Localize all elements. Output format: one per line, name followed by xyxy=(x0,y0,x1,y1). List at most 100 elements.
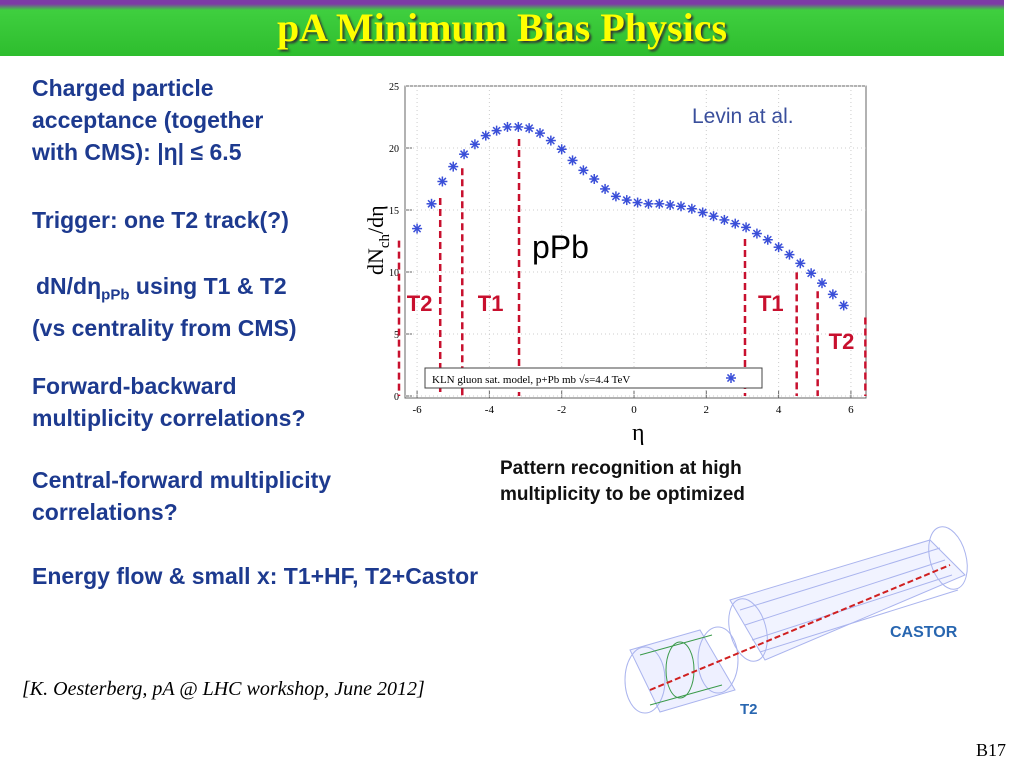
data-point xyxy=(567,155,578,166)
detector-label: CASTOR xyxy=(890,624,958,641)
x-tick-label: -6 xyxy=(412,404,422,416)
data-point xyxy=(838,300,849,311)
data-point xyxy=(632,197,643,208)
data-point xyxy=(817,278,827,289)
data-point xyxy=(480,130,491,141)
star-stroke xyxy=(731,219,740,228)
star-stroke xyxy=(644,199,653,208)
data-point xyxy=(513,121,524,132)
line: (vs centrality from CMS) xyxy=(32,314,297,341)
data-point xyxy=(535,128,545,139)
region-label: T1 xyxy=(758,291,784,316)
data-point xyxy=(412,223,423,234)
star-stroke xyxy=(449,162,458,171)
data-point xyxy=(827,289,838,300)
bullet: Central-forward multiplicity correlations… xyxy=(32,464,331,528)
star-stroke xyxy=(568,156,577,165)
data-point xyxy=(545,135,556,146)
citation: [K. Oesterberg, pA @ LHC workshop, June … xyxy=(22,678,425,700)
star-stroke xyxy=(557,145,566,154)
data-point xyxy=(426,198,437,209)
star-stroke xyxy=(763,235,772,244)
data-point xyxy=(610,191,621,202)
line: Trigger: one T2 track(?) xyxy=(32,207,289,233)
star-stroke xyxy=(601,184,610,193)
star-stroke xyxy=(460,150,469,159)
star-stroke xyxy=(752,229,761,238)
star-stroke xyxy=(535,129,545,138)
y-label-part: ch xyxy=(377,233,393,248)
star-stroke xyxy=(413,224,422,233)
data-point xyxy=(643,198,654,209)
legend-text: KLN gluon sat. model, p+Pb mb √s=4.4 TeV xyxy=(432,374,630,386)
x-tick-label: -2 xyxy=(557,404,566,416)
region-label: T2 xyxy=(407,291,433,316)
y-tick-label: 5 xyxy=(394,330,399,341)
data-point xyxy=(686,203,697,214)
star-stroke xyxy=(807,269,816,278)
page-number: B17 xyxy=(976,740,1007,760)
data-point xyxy=(795,258,806,269)
star-stroke xyxy=(590,174,599,184)
annotation: pPb xyxy=(532,229,589,265)
data-point xyxy=(524,123,535,134)
region-label: T2 xyxy=(829,329,855,354)
title-bar xyxy=(0,0,1004,56)
line: dN/dη xyxy=(36,273,102,299)
x-tick-label: 2 xyxy=(704,404,710,416)
data-point xyxy=(676,201,686,212)
data-point xyxy=(697,207,708,218)
star-stroke xyxy=(579,166,588,175)
y-tick-label: 15 xyxy=(389,206,399,217)
plot-frame xyxy=(404,85,867,399)
star-stroke xyxy=(525,124,534,133)
line: Energy flow & small x: T1+HF, T2+Castor xyxy=(32,563,479,589)
star-stroke xyxy=(546,136,555,145)
data-point xyxy=(654,198,665,209)
star-stroke xyxy=(633,198,642,207)
data-point xyxy=(459,149,470,160)
star-stroke xyxy=(828,290,837,299)
star-stroke xyxy=(611,192,620,201)
line: acceptance (together xyxy=(32,107,264,133)
star-stroke xyxy=(666,200,675,210)
detector xyxy=(624,526,968,714)
star-stroke xyxy=(774,243,783,252)
data-point xyxy=(578,165,589,176)
star-stroke xyxy=(492,126,501,135)
data-point xyxy=(469,139,480,150)
annotation: Levin at al. xyxy=(692,105,794,128)
y-tick-label: 20 xyxy=(389,144,399,155)
line: Pattern recognition at high xyxy=(500,458,742,479)
star-stroke xyxy=(438,177,447,186)
star-stroke xyxy=(785,250,794,259)
x-tick-label: 4 xyxy=(776,404,782,416)
slide-title: pA Minimum Bias Physics xyxy=(276,5,728,50)
detector-label: T2 xyxy=(740,701,758,718)
data-point xyxy=(784,249,795,260)
data-point xyxy=(556,144,567,155)
data-point xyxy=(708,211,719,222)
star-stroke xyxy=(839,301,848,310)
star-stroke xyxy=(698,208,707,217)
star-stroke xyxy=(676,202,686,211)
legend-box xyxy=(424,367,763,389)
star-stroke xyxy=(726,373,736,383)
line: with CMS): |η| ≤ 6.5 xyxy=(32,139,242,165)
line: Central-forward multiplicity xyxy=(32,467,332,493)
star-stroke xyxy=(514,122,523,131)
data-point xyxy=(437,176,448,187)
star-stroke xyxy=(470,140,479,149)
x-tick-label: 6 xyxy=(848,404,854,416)
data-point xyxy=(773,242,784,253)
data-point xyxy=(751,228,762,239)
y-tick-label: 25 xyxy=(389,82,399,93)
star-stroke xyxy=(742,223,751,232)
subscript: pPb xyxy=(101,286,130,304)
line: multiplicity to be optimized xyxy=(500,484,745,505)
star-stroke xyxy=(622,196,631,205)
star-stroke xyxy=(796,259,805,268)
x-axis-label: η xyxy=(632,420,645,446)
